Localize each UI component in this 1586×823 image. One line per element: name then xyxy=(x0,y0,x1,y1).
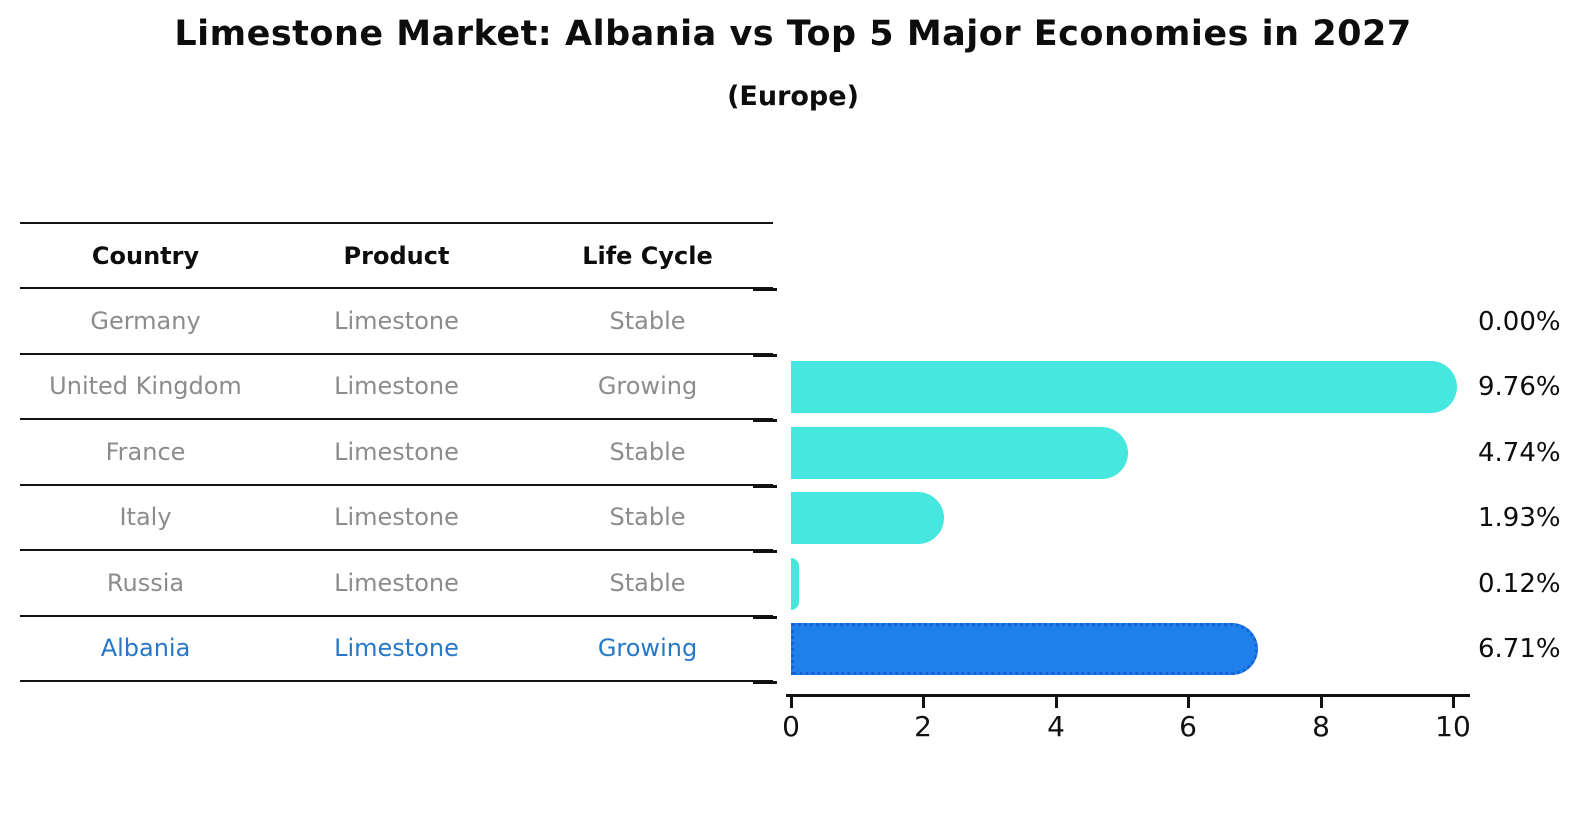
table-row-united-kingdom: United Kingdom Limestone Growing xyxy=(20,355,773,420)
product-cell: Limestone xyxy=(334,437,459,466)
value-label-germany: 0.00% xyxy=(1478,306,1561,337)
x-axis-tick-label: 2 xyxy=(914,710,932,743)
x-axis-tick xyxy=(1451,694,1455,708)
product-cell: Limestone xyxy=(334,568,459,597)
y-axis-tick xyxy=(753,419,777,422)
table-row-albania: Albania Limestone Growing xyxy=(20,617,773,682)
column-header-product: Product xyxy=(343,241,450,270)
value-label-italy: 1.93% xyxy=(1478,503,1561,534)
life-cycle-cell: Growing xyxy=(597,634,698,663)
product-cell: Limestone xyxy=(334,306,459,335)
x-axis-tick xyxy=(789,694,793,708)
bar-row-germany xyxy=(791,289,1491,355)
y-axis-tick xyxy=(753,616,777,619)
bar-row-france xyxy=(791,420,1491,486)
table-row-russia: Russia Limestone Stable xyxy=(20,551,773,617)
life-cycle-cell: Stable xyxy=(609,437,686,466)
product-cell: Limestone xyxy=(334,372,459,401)
x-axis-tick-label: 8 xyxy=(1312,710,1330,743)
country-cell: Italy xyxy=(119,503,172,532)
life-cycle-cell: Stable xyxy=(609,568,686,597)
life-cycle-cell: Stable xyxy=(609,306,686,335)
table-header-row: Country Product Life Cycle xyxy=(20,222,773,289)
x-axis-tick xyxy=(921,694,925,708)
country-cell: France xyxy=(105,437,186,466)
column-header-country: Country xyxy=(91,241,200,270)
x-axis-tick-label: 6 xyxy=(1179,710,1197,743)
life-cycle-cell: Stable xyxy=(609,503,686,532)
bar-albania xyxy=(791,623,1258,676)
value-label-united-kingdom: 9.76% xyxy=(1478,372,1561,403)
bar-italy xyxy=(791,492,945,545)
value-label-russia: 0.12% xyxy=(1478,568,1561,599)
country-cell: Albania xyxy=(100,634,191,663)
life-cycle-cell: Growing xyxy=(597,372,698,401)
bar-united-kingdom xyxy=(791,361,1458,414)
x-axis-line xyxy=(786,694,1470,697)
country-cell: United Kingdom xyxy=(49,372,242,401)
table-row-italy: Italy Limestone Stable xyxy=(20,486,773,551)
y-axis-tick xyxy=(753,681,777,684)
table-row-germany: Germany Limestone Stable xyxy=(20,289,773,355)
country-cell: Russia xyxy=(106,568,185,597)
bar-russia xyxy=(791,557,799,610)
bar-france xyxy=(791,426,1129,479)
x-axis-tick xyxy=(1319,694,1323,708)
bar-plot-area xyxy=(791,289,1491,682)
bar-row-italy xyxy=(791,486,1491,552)
value-label-france: 4.74% xyxy=(1478,437,1561,468)
chart-title: Limestone Market: Albania vs Top 5 Major… xyxy=(174,14,1412,54)
y-axis-tick xyxy=(753,485,777,488)
value-label-albania: 6.71% xyxy=(1478,634,1561,665)
country-table: Country Product Life Cycle Germany Limes… xyxy=(20,222,773,682)
product-cell: Limestone xyxy=(334,503,459,532)
column-header-life-cycle: Life Cycle xyxy=(582,241,713,270)
x-axis-tick xyxy=(1054,694,1058,708)
x-axis-tick-label: 4 xyxy=(1047,710,1065,743)
product-cell: Limestone xyxy=(334,634,459,663)
chart-subtitle: (Europe) xyxy=(727,81,859,112)
bar-row-russia xyxy=(791,551,1491,617)
y-axis-tick xyxy=(753,288,777,291)
y-axis-tick xyxy=(753,550,777,553)
value-labels: 0.00% 9.76% 4.74% 1.93% 0.12% 6.71% xyxy=(1478,289,1586,682)
bar-row-united-kingdom xyxy=(791,355,1491,421)
x-axis-tick-label: 10 xyxy=(1435,710,1471,743)
x-axis-tick-label: 0 xyxy=(782,710,800,743)
bar-row-albania xyxy=(791,617,1491,683)
y-axis-tick xyxy=(753,354,777,357)
table-row-france: France Limestone Stable xyxy=(20,420,773,486)
country-cell: Germany xyxy=(90,306,201,335)
x-axis-tick xyxy=(1186,694,1190,708)
